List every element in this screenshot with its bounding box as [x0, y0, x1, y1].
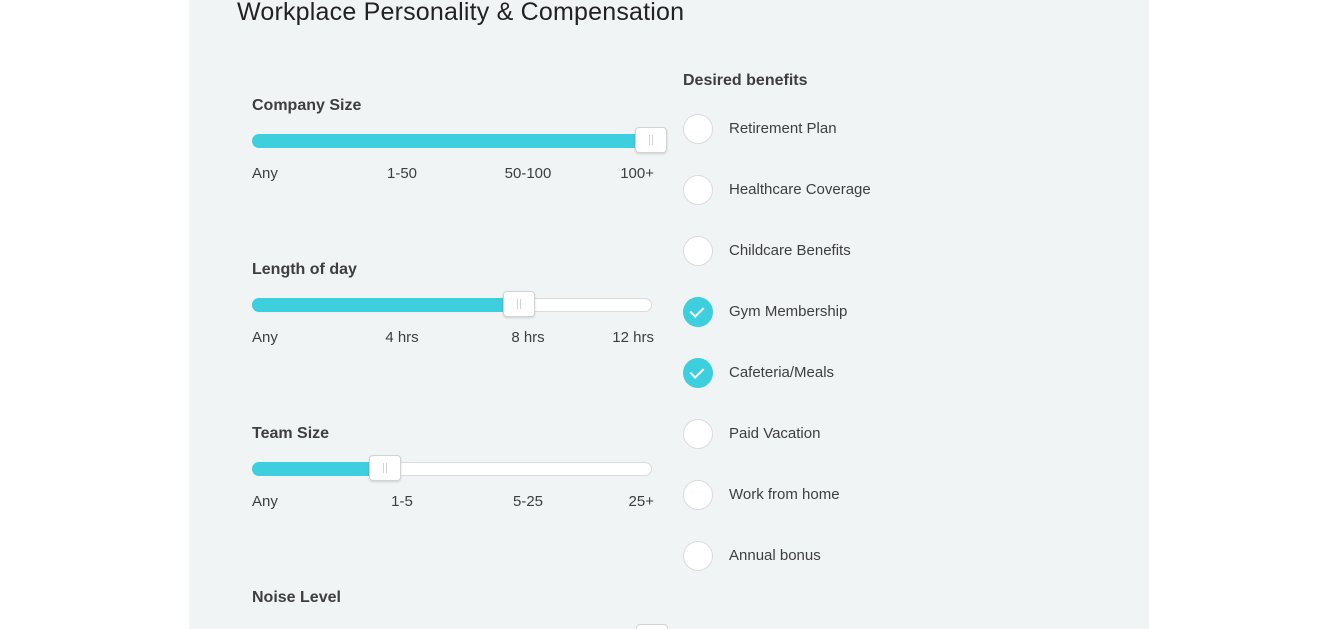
length-of-day-slider: Length of day Any 4 hrs 8 hrs 12 hrs	[252, 260, 654, 360]
company-size-tick[interactable]: Any	[252, 165, 278, 182]
team-size-tick[interactable]: 5-25	[512, 493, 544, 510]
team-size-tick[interactable]: Any	[252, 493, 278, 510]
checkbox-icon[interactable]	[683, 541, 713, 571]
benefit-label: Annual bonus	[729, 547, 821, 564]
checkbox-icon[interactable]	[683, 358, 713, 388]
benefits-title: Desired benefits	[683, 72, 808, 89]
company-size-tick[interactable]: 100+	[620, 165, 654, 182]
noise-level-label: Noise Level	[252, 589, 341, 606]
length-of-day-fill	[252, 298, 519, 312]
checkbox-icon[interactable]	[683, 297, 713, 327]
noise-level-slider: Noise Level	[252, 588, 654, 629]
length-of-day-handle[interactable]	[503, 291, 535, 317]
team-size-ticks: Any 1-5 5-25 25+	[252, 493, 654, 513]
team-size-fill	[252, 462, 385, 476]
benefit-childcare-benefits[interactable]: Childcare Benefits	[683, 236, 983, 268]
length-of-day-tick[interactable]: 12 hrs	[612, 329, 654, 346]
length-of-day-ticks: Any 4 hrs 8 hrs 12 hrs	[252, 329, 654, 349]
benefit-paid-vacation[interactable]: Paid Vacation	[683, 419, 983, 451]
company-size-handle[interactable]	[635, 127, 667, 153]
team-size-tick[interactable]: 1-5	[391, 493, 413, 510]
length-of-day-tick[interactable]: Any	[252, 329, 278, 346]
benefit-annual-bonus[interactable]: Annual bonus	[683, 541, 983, 573]
company-size-slider: Company Size Any 1-50 50-100 100+	[252, 96, 667, 196]
company-size-tick[interactable]: 1-50	[386, 165, 418, 182]
benefit-gym-membership[interactable]: Gym Membership	[683, 297, 983, 329]
team-size-tick[interactable]: 25+	[628, 493, 654, 510]
benefit-retirement-plan[interactable]: Retirement Plan	[683, 114, 983, 146]
checkbox-icon[interactable]	[683, 175, 713, 205]
benefit-label: Childcare Benefits	[729, 242, 851, 259]
checkbox-icon[interactable]	[683, 419, 713, 449]
company-size-fill	[252, 134, 651, 148]
benefit-label: Paid Vacation	[729, 425, 821, 442]
company-size-tick[interactable]: 50-100	[504, 165, 552, 182]
benefits-list: Desired benefits Retirement Plan Healthc…	[683, 70, 983, 571]
company-size-label: Company Size	[252, 97, 362, 114]
noise-level-handle[interactable]	[636, 624, 668, 629]
length-of-day-tick[interactable]: 4 hrs	[385, 329, 419, 346]
team-size-label: Team Size	[252, 425, 330, 442]
benefit-healthcare-coverage[interactable]: Healthcare Coverage	[683, 175, 983, 207]
benefit-label: Work from home	[729, 486, 840, 503]
checkbox-icon[interactable]	[683, 114, 713, 144]
checkbox-icon[interactable]	[683, 480, 713, 510]
workplace-panel: Workplace Personality & Compensation Com…	[189, 0, 1149, 629]
team-size-handle[interactable]	[369, 455, 401, 481]
section-title: Workplace Personality & Compensation	[237, 0, 685, 26]
benefit-label: Cafeteria/Meals	[729, 364, 835, 381]
benefit-label: Healthcare Coverage	[729, 181, 871, 198]
checkbox-icon[interactable]	[683, 236, 713, 266]
benefit-label: Retirement Plan	[729, 120, 837, 137]
length-of-day-label: Length of day	[252, 261, 357, 278]
length-of-day-tick[interactable]: 8 hrs	[511, 329, 545, 346]
team-size-slider: Team Size Any 1-5 5-25 25+	[252, 424, 654, 524]
company-size-ticks: Any 1-50 50-100 100+	[252, 165, 654, 185]
benefit-cafeteria-meals[interactable]: Cafeteria/Meals	[683, 358, 983, 390]
benefit-label: Gym Membership	[729, 303, 848, 320]
benefit-work-from-home[interactable]: Work from home	[683, 480, 983, 512]
